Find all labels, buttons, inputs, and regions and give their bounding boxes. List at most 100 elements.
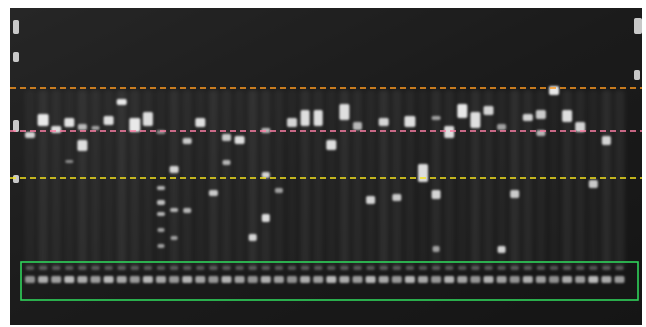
lane-smear [221,90,232,270]
lane-smear [156,90,166,270]
loading-control-band [208,276,219,283]
gel-band [497,124,507,130]
gel-band [116,99,127,105]
lane-smear [470,90,481,270]
gel-band [234,136,245,144]
gel-band [366,196,376,204]
edge-marker [13,120,19,132]
lane-smear [77,90,88,270]
loading-control-band [77,276,88,283]
loading-control-band [51,276,62,283]
lane-smear [549,90,559,270]
loading-control-band [313,276,324,283]
gel-band [170,208,179,212]
loading-control-band-upper [405,266,414,270]
loading-control-band-upper [52,266,61,270]
loading-control-band-upper [327,266,336,270]
gel-band [535,110,546,119]
loading-control-band [614,276,625,283]
loading-control-band [470,276,481,283]
lane-smear [182,90,193,270]
gel-band [432,246,440,252]
loading-control-band-upper [39,266,48,270]
edge-marker [634,70,640,80]
gel-band [431,190,441,199]
lane-smear [195,90,206,270]
lane-smear [575,90,586,270]
gel-band [169,166,179,173]
loading-control-band [352,276,363,283]
loading-control-band [273,276,284,283]
loading-control-band-upper [222,266,231,270]
loading-control-band [522,276,533,283]
lane-smear [444,90,455,270]
loading-control-band-upper [432,266,441,270]
gel-band [392,194,402,201]
gel-band [300,110,310,126]
loading-control-band-upper [314,266,323,270]
loading-control-band [509,276,520,283]
lane-smear [103,90,114,270]
lane-smear [38,90,49,270]
gel-band [248,234,257,241]
loading-control-band [129,276,140,283]
loading-control-band [588,276,599,283]
gel-band [287,118,297,127]
loading-control-band-upper [353,266,362,270]
gel-band [65,160,74,163]
gel-band [103,116,114,125]
lane-smear [522,90,533,270]
loading-control-band-upper [340,266,349,270]
loading-control-band-upper [170,266,179,270]
loading-control-band [38,276,49,283]
loading-control-band-upper [445,266,454,270]
gel-band [25,132,35,138]
loading-control-band [169,276,180,283]
loading-control-band [142,276,153,283]
edge-marker [634,18,642,34]
gel-band [64,118,75,127]
loading-control-band [182,276,193,283]
lane-smear [64,90,75,270]
loading-control-band-upper [235,266,244,270]
lane-smear [287,90,297,270]
gel-band [522,114,533,121]
gel-band [483,106,494,115]
loading-control-band-upper [602,266,611,270]
loading-control-band [457,276,468,283]
loading-control-band-upper [589,266,598,270]
gel-band [37,114,49,126]
edge-marker [13,175,19,183]
gel-band [183,208,192,213]
gel-band [326,140,337,150]
loading-control-band [496,276,507,283]
lane-smear [483,90,494,270]
lane-smear [378,90,389,270]
gel-band [339,104,350,120]
lane-smear [562,90,573,270]
loading-control-band [90,276,101,283]
gel-band [497,246,506,253]
lane-smear [614,90,625,270]
gel-band [170,236,178,240]
loading-control-band [326,276,337,283]
gel-band [222,160,231,165]
loading-control-band [195,276,206,283]
lane-smear [247,90,258,270]
gel-band [575,122,586,132]
loading-control-band-upper [157,266,165,270]
loading-control-band-upper [392,266,401,270]
gel-band [157,244,165,248]
lane-smear [457,90,468,270]
loading-control-band [339,276,350,283]
gel-band [431,116,441,120]
gel-band [157,228,165,232]
loading-control-band-upper [78,266,87,270]
lane-smear [208,90,219,270]
gel-band [182,138,192,144]
loading-control-band [549,276,559,283]
lane-smear [260,90,271,270]
lane-smear [51,90,62,270]
lane-smear [234,90,245,270]
